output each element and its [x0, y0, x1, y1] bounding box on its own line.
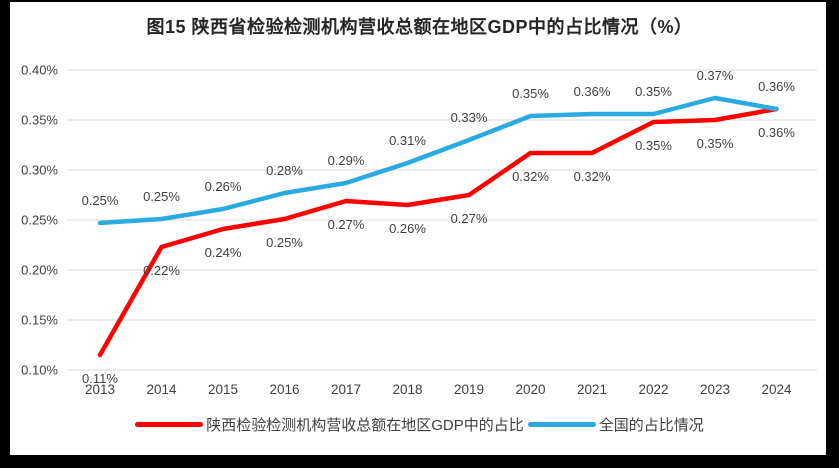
y-axis-tick-label: 0.40% [21, 63, 58, 78]
x-axis-tick-label: 2016 [269, 382, 299, 397]
y-axis-tick-label: 0.20% [21, 263, 58, 278]
legend-label-shaanxi: 陕西检验检测机构营收总额在地区GDP中的占比 [206, 417, 524, 434]
data-label: 0.25% [82, 193, 119, 208]
chart-legend: 陕西检验检测机构营收总额在地区GDP中的占比 全国的占比情况 [0, 414, 839, 435]
data-label: 0.26% [389, 221, 426, 236]
x-axis-tick-label: 2014 [146, 382, 177, 397]
x-axis-tick-label: 2022 [638, 382, 668, 397]
x-axis-tick-label: 2021 [577, 382, 607, 397]
data-label: 0.22% [143, 263, 180, 278]
data-label: 0.32% [574, 169, 611, 184]
data-label: 0.37% [697, 68, 734, 83]
data-label: 0.35% [512, 86, 549, 101]
data-label: 0.27% [451, 211, 488, 226]
data-label: 0.36% [758, 125, 795, 140]
series-line-national [97, 95, 779, 226]
x-axis-tick-label: 2015 [208, 382, 238, 397]
data-label: 0.25% [266, 235, 303, 250]
data-label: 0.33% [451, 110, 488, 125]
x-axis-tick-label: 2020 [515, 382, 545, 397]
y-axis-tick-label: 0.10% [21, 363, 58, 378]
legend-line-red-icon [135, 422, 204, 427]
y-axis-tick-label: 0.15% [21, 313, 58, 328]
data-label: 0.29% [328, 153, 365, 168]
legend-item-national: 全国的占比情况 [527, 414, 704, 435]
x-axis-tick-label: 2019 [454, 382, 484, 397]
data-label: 0.31% [389, 133, 426, 148]
legend-label-national: 全国的占比情况 [598, 417, 704, 434]
data-label: 0.35% [697, 136, 734, 151]
x-axis-tick-label: 2018 [392, 382, 422, 397]
data-label: 0.27% [328, 217, 365, 232]
data-label: 0.36% [574, 84, 611, 99]
legend-item-shaanxi: 陕西检验检测机构营收总额在地区GDP中的占比 [135, 414, 524, 435]
data-label: 0.24% [205, 245, 242, 260]
data-label: 0.35% [635, 138, 672, 153]
data-label: 0.26% [205, 179, 242, 194]
data-label: 0.28% [266, 163, 303, 178]
data-label: 0.25% [143, 189, 180, 204]
data-label: 0.35% [635, 84, 672, 99]
chart-title: 图15 陕西省检验检测机构营收总额在地区GDP中的占比情况（%） [146, 17, 693, 37]
data-label: 0.11% [82, 371, 118, 386]
data-label: 0.32% [512, 169, 549, 184]
y-axis-tick-label: 0.30% [21, 163, 58, 178]
x-axis-tick-label: 2017 [331, 382, 361, 397]
x-axis-tick-label: 2013 [85, 382, 115, 397]
chart-panel [10, 2, 826, 455]
y-axis-tick-label: 0.25% [21, 213, 58, 228]
y-axis-tick-label: 0.35% [21, 113, 58, 128]
data-label: 0.36% [758, 79, 795, 94]
legend-line-blue-icon [527, 422, 596, 427]
x-axis-tick-label: 2024 [761, 382, 792, 397]
x-axis-tick-label: 2023 [700, 382, 730, 397]
series-line-shaanxi [97, 106, 779, 358]
